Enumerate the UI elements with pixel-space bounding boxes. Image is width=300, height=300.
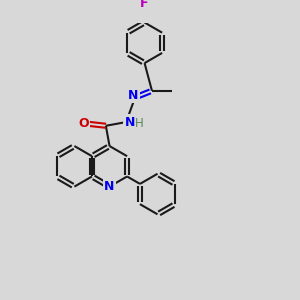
Text: N: N [104,180,115,193]
Text: N: N [124,116,135,129]
Text: H: H [135,117,143,130]
Text: O: O [78,117,89,130]
Text: F: F [140,0,149,10]
Text: N: N [128,89,139,102]
